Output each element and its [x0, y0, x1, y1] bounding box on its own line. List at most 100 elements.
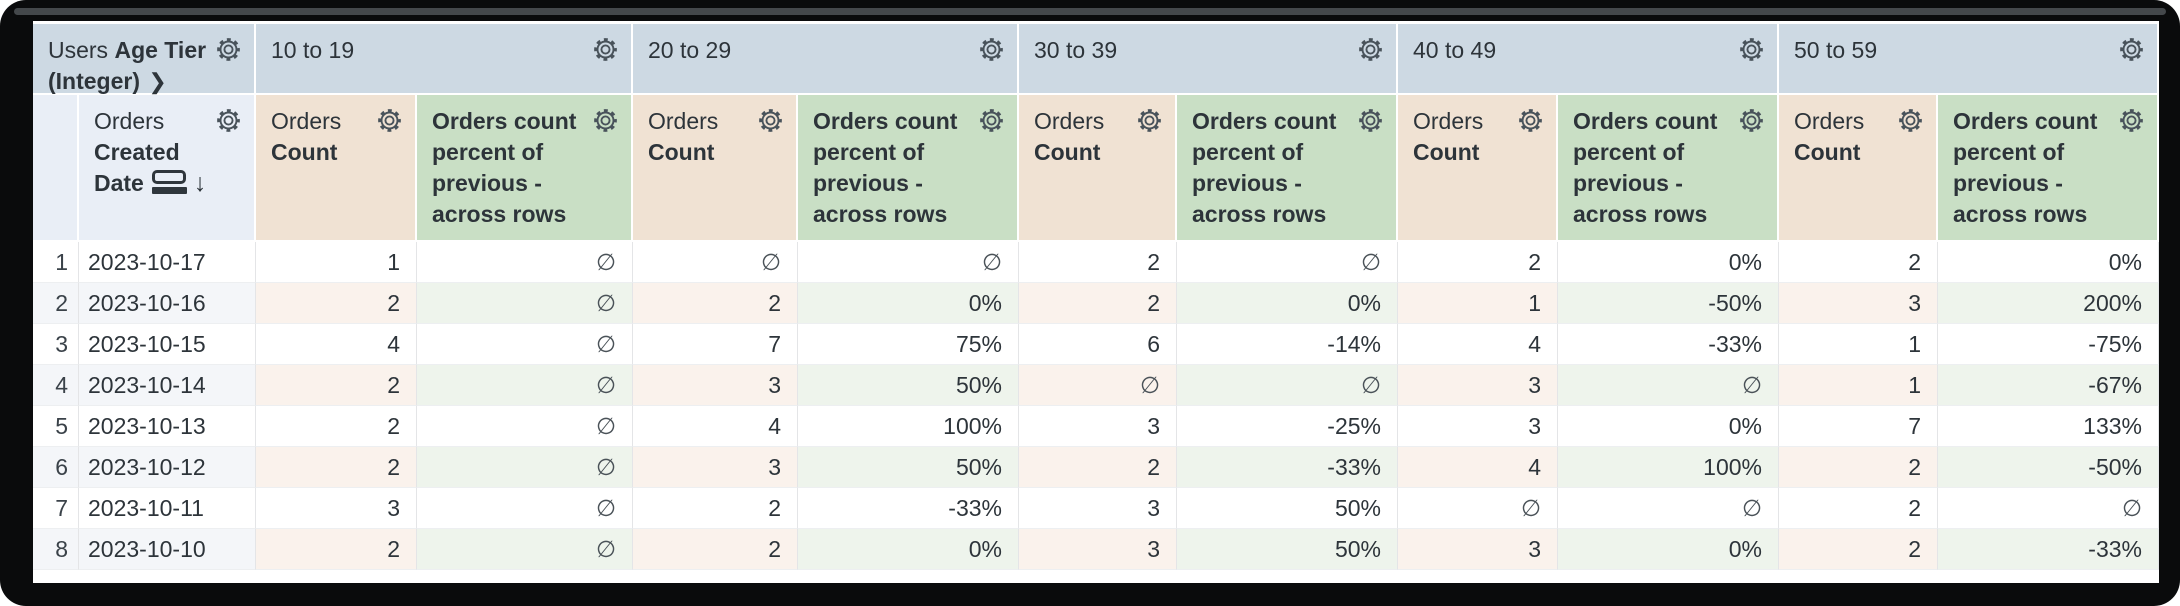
count-cell[interactable]: 3 [1779, 283, 1938, 324]
count-cell[interactable]: 2 [256, 406, 417, 447]
gear-icon[interactable] [592, 36, 619, 63]
gear-icon[interactable] [978, 107, 1005, 134]
count-cell[interactable]: 7 [633, 324, 798, 365]
percent-cell[interactable]: 0% [798, 529, 1019, 570]
count-cell[interactable]: 2 [1779, 242, 1938, 283]
gear-icon[interactable] [2118, 36, 2145, 63]
count-cell[interactable]: 4 [633, 406, 798, 447]
count-cell[interactable]: 2 [1779, 447, 1938, 488]
gear-icon[interactable] [1136, 107, 1163, 134]
percent-cell[interactable]: -33% [1938, 529, 2159, 570]
percent-cell[interactable]: -67% [1938, 365, 2159, 406]
percent-cell[interactable]: -50% [1938, 447, 2159, 488]
row-number-cell: 6 [33, 447, 79, 488]
percent-measure-label: Orders count percent of previous - acros… [1573, 108, 1718, 227]
date-cell[interactable]: 2023-10-10 [79, 529, 256, 570]
gear-icon[interactable] [1517, 107, 1544, 134]
date-cell[interactable]: 2023-10-15 [79, 324, 256, 365]
count-cell[interactable]: 6 [1019, 324, 1177, 365]
date-cell[interactable]: 2023-10-13 [79, 406, 256, 447]
count-cell[interactable]: 7 [1779, 406, 1938, 447]
chevron-right-icon[interactable]: ❯ [148, 69, 167, 94]
gear-icon[interactable] [376, 107, 403, 134]
count-cell[interactable]: 3 [1398, 406, 1558, 447]
percent-cell[interactable]: 50% [1177, 488, 1398, 529]
date-cell[interactable]: 2023-10-11 [79, 488, 256, 529]
percent-cell[interactable]: -50% [1558, 283, 1779, 324]
count-cell[interactable]: 2 [1019, 283, 1177, 324]
date-cell[interactable]: 2023-10-14 [79, 365, 256, 406]
count-cell[interactable]: 4 [1398, 447, 1558, 488]
gear-icon[interactable] [2118, 107, 2145, 134]
percent-cell[interactable]: 0% [1938, 242, 2159, 283]
gear-icon[interactable] [1738, 107, 1765, 134]
percent-cell[interactable]: 50% [798, 447, 1019, 488]
percent-cell: ∅ [417, 242, 633, 283]
percent-cell[interactable]: -33% [1177, 447, 1398, 488]
count-cell[interactable]: 1 [1398, 283, 1558, 324]
count-cell[interactable]: 3 [633, 447, 798, 488]
count-cell[interactable]: 2 [1779, 488, 1938, 529]
pivot-value-cell: 50 to 59 [1779, 24, 2159, 95]
percent-cell[interactable]: 50% [1177, 529, 1398, 570]
percent-cell: ∅ [1558, 488, 1779, 529]
percent-cell[interactable]: 0% [1177, 283, 1398, 324]
count-cell[interactable]: 4 [256, 324, 417, 365]
count-cell[interactable]: 2 [256, 447, 417, 488]
count-cell[interactable]: 3 [1019, 406, 1177, 447]
gear-icon[interactable] [592, 107, 619, 134]
count-cell[interactable]: 2 [256, 283, 417, 324]
count-cell[interactable]: 1 [1779, 365, 1938, 406]
percent-cell[interactable]: -25% [1177, 406, 1398, 447]
count-header-cell: Orders Count [256, 95, 417, 242]
count-cell[interactable]: 3 [1398, 365, 1558, 406]
percent-cell[interactable]: -33% [1558, 324, 1779, 365]
percent-cell[interactable]: 0% [1558, 529, 1779, 570]
count-cell[interactable]: 2 [633, 488, 798, 529]
count-cell[interactable]: 2 [1019, 242, 1177, 283]
count-cell[interactable]: 2 [633, 529, 798, 570]
percent-cell[interactable]: 100% [798, 406, 1019, 447]
gear-icon[interactable] [215, 107, 242, 134]
count-cell[interactable]: 1 [256, 242, 417, 283]
count-cell[interactable]: 3 [1398, 529, 1558, 570]
percent-cell[interactable]: -14% [1177, 324, 1398, 365]
count-cell[interactable]: 3 [256, 488, 417, 529]
count-cell[interactable]: 2 [633, 283, 798, 324]
gear-icon[interactable] [1897, 107, 1924, 134]
gear-icon[interactable] [978, 36, 1005, 63]
percent-cell[interactable]: 100% [1558, 447, 1779, 488]
count-cell[interactable]: 3 [1019, 529, 1177, 570]
date-cell[interactable]: 2023-10-17 [79, 242, 256, 283]
count-cell[interactable]: 1 [1779, 324, 1938, 365]
percent-cell[interactable]: -75% [1938, 324, 2159, 365]
count-cell[interactable]: 2 [1398, 242, 1558, 283]
count-cell[interactable]: 3 [633, 365, 798, 406]
percent-cell[interactable]: -33% [798, 488, 1019, 529]
count-cell[interactable]: 2 [256, 529, 417, 570]
gear-icon[interactable] [757, 107, 784, 134]
count-cell[interactable]: 2 [256, 365, 417, 406]
percent-cell[interactable]: 75% [798, 324, 1019, 365]
count-cell[interactable]: 2 [1019, 447, 1177, 488]
percent-cell[interactable]: 0% [798, 283, 1019, 324]
date-header-cell[interactable]: Orders Created Date ↓ [79, 95, 256, 242]
date-cell[interactable]: 2023-10-12 [79, 447, 256, 488]
percent-cell: ∅ [417, 365, 633, 406]
gear-icon[interactable] [1357, 107, 1384, 134]
count-cell[interactable]: 3 [1019, 488, 1177, 529]
count-cell[interactable]: 2 [1779, 529, 1938, 570]
count-header-cell: Orders Count [1019, 95, 1177, 242]
date-cell[interactable]: 2023-10-16 [79, 283, 256, 324]
gear-icon[interactable] [215, 36, 242, 63]
percent-cell[interactable]: 133% [1938, 406, 2159, 447]
percent-cell[interactable]: 200% [1938, 283, 2159, 324]
percent-cell[interactable]: 50% [798, 365, 1019, 406]
percent-cell: ∅ [798, 242, 1019, 283]
gear-icon[interactable] [1357, 36, 1384, 63]
gear-icon[interactable] [1738, 36, 1765, 63]
percent-cell[interactable]: 0% [1558, 406, 1779, 447]
percent-cell[interactable]: 0% [1558, 242, 1779, 283]
count-cell[interactable]: 4 [1398, 324, 1558, 365]
